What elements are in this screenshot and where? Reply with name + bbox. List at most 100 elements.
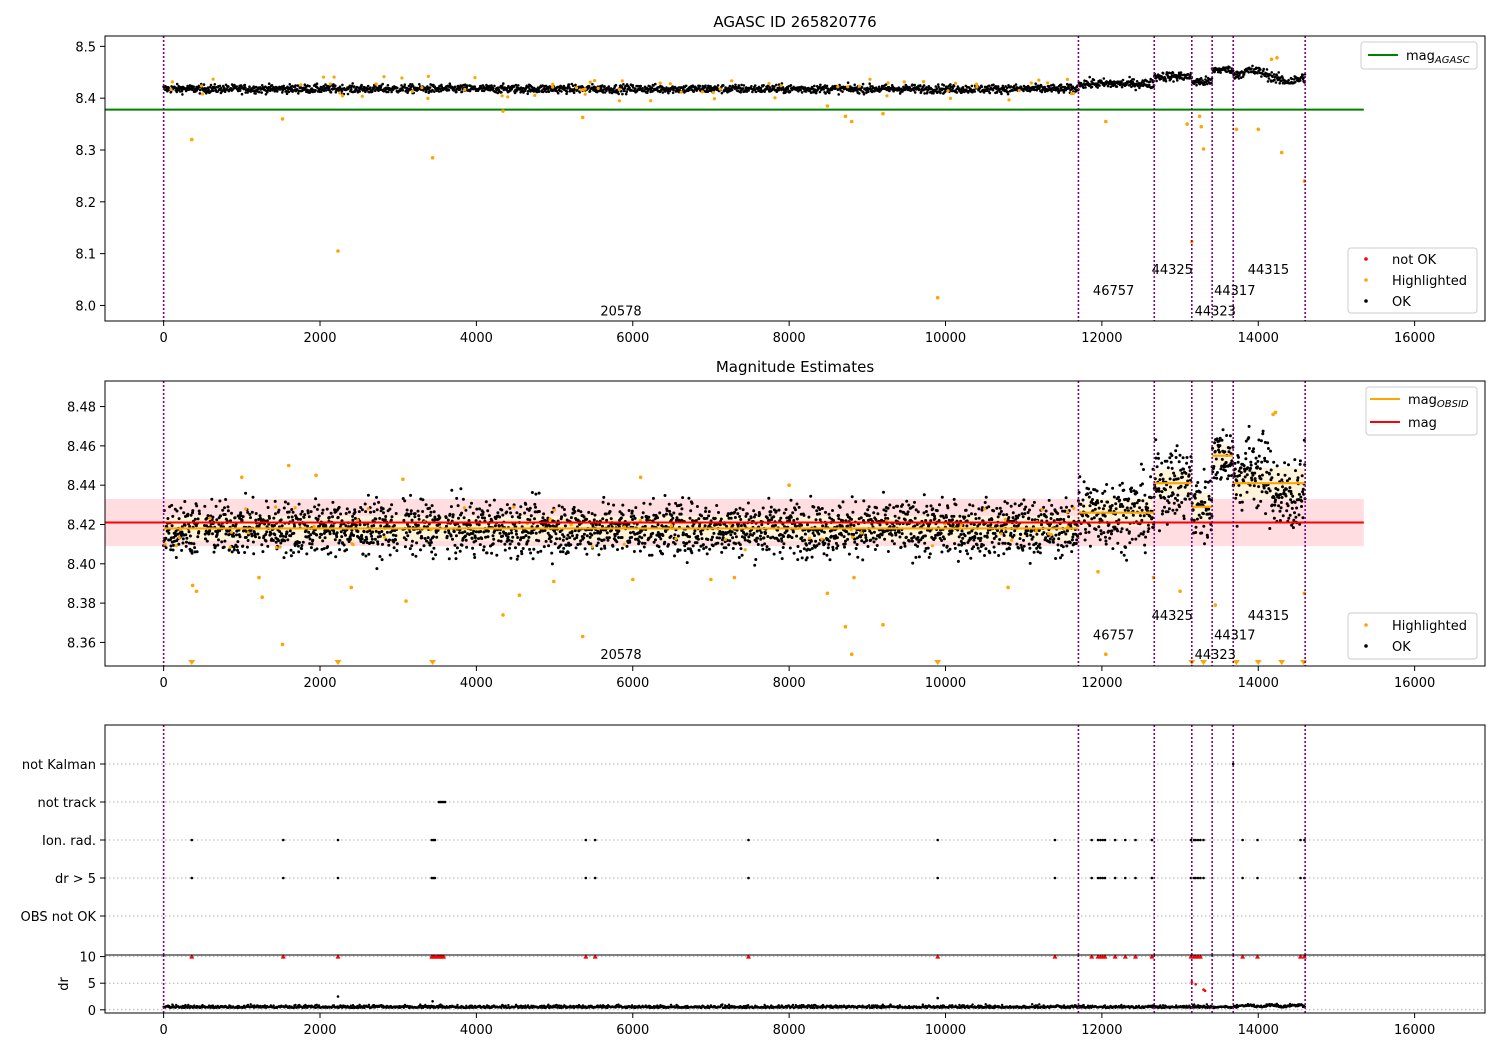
ok-point <box>1011 516 1015 520</box>
ok-point <box>377 500 381 504</box>
ok-point <box>575 533 579 537</box>
ok-point <box>818 90 822 94</box>
highlighted-point <box>500 94 504 98</box>
ok-point <box>940 550 944 554</box>
ok-point <box>1172 80 1175 83</box>
ok-point <box>679 512 683 516</box>
ok-point <box>299 517 302 521</box>
ok-point <box>1160 76 1164 79</box>
ok-point <box>990 540 994 544</box>
ok-point <box>390 90 393 94</box>
highlighted-point <box>1017 89 1021 93</box>
ok-point <box>492 87 495 90</box>
ok-point <box>534 505 537 509</box>
highlighted-point <box>1256 127 1261 132</box>
y-tick-label: 8.1 <box>75 248 96 263</box>
ok-point <box>792 551 796 555</box>
ok-point <box>1017 513 1021 517</box>
ok-point <box>960 529 964 533</box>
ok-point <box>474 539 478 543</box>
ok-point <box>621 92 624 96</box>
ok-point <box>987 505 991 509</box>
ok-point <box>1299 79 1302 82</box>
ok-point <box>953 546 957 550</box>
ok-point <box>446 518 450 522</box>
ok-point <box>1069 83 1073 87</box>
ok-point <box>1067 87 1071 90</box>
ok-point <box>317 503 321 507</box>
ok-point <box>526 539 530 543</box>
ok-point <box>1277 71 1280 74</box>
ok-point <box>747 535 751 539</box>
ok-point <box>648 553 651 557</box>
highlighted-point <box>825 104 830 108</box>
ok-point <box>623 87 627 90</box>
highlighted-point <box>843 114 848 119</box>
ok-point <box>387 543 391 547</box>
ok-point <box>1050 90 1053 93</box>
ok-point <box>453 523 457 527</box>
ok-point <box>745 512 749 516</box>
ok-point <box>766 535 770 538</box>
ok-point <box>194 524 198 528</box>
ok-point <box>529 514 533 518</box>
ok-point <box>774 523 777 527</box>
agasc-highlighted-points <box>169 56 1307 300</box>
ok-point <box>809 494 813 498</box>
ok-point <box>661 552 665 556</box>
ok-point <box>623 89 626 93</box>
ok-point <box>314 497 318 501</box>
ok-point <box>1017 546 1021 550</box>
ok-point <box>861 558 865 562</box>
highlighted-point <box>593 79 597 83</box>
ok-point <box>839 89 842 92</box>
ok-point <box>516 536 520 539</box>
ok-point <box>238 89 242 92</box>
ok-point <box>251 89 255 93</box>
ok-point <box>261 550 265 554</box>
ok-point <box>1007 516 1011 519</box>
ok-point <box>753 563 757 567</box>
ok-point <box>170 85 173 88</box>
ok-point <box>613 534 617 538</box>
ok-point <box>487 514 491 518</box>
agasc-legend-upper: magAGASC <box>1360 41 1478 70</box>
ok-point <box>785 529 789 533</box>
ok-point <box>573 510 577 513</box>
ok-point <box>831 548 835 552</box>
ok-point <box>835 536 839 540</box>
ok-point <box>235 85 239 88</box>
highlighted-point <box>588 80 592 84</box>
ok-point <box>233 83 236 87</box>
ok-point <box>195 504 199 508</box>
ok-point <box>481 510 485 514</box>
ok-point <box>831 545 835 549</box>
ok-point <box>303 513 307 517</box>
obsid-label: 46757 <box>1093 284 1134 299</box>
ok-point <box>667 91 670 95</box>
ok-point <box>975 532 979 536</box>
ok-point <box>226 505 230 509</box>
ok-point <box>745 532 749 536</box>
ok-point <box>345 548 349 552</box>
ok-point <box>845 530 849 534</box>
ok-point <box>1204 75 1208 78</box>
ok-point <box>451 513 455 517</box>
ok-point <box>482 548 485 552</box>
ok-point <box>490 551 494 555</box>
ok-point <box>743 536 746 540</box>
ok-point <box>980 85 984 89</box>
ok-point <box>332 531 336 535</box>
ok-point <box>486 535 490 539</box>
ok-point <box>339 523 343 527</box>
ok-point <box>624 92 628 96</box>
ok-point <box>619 516 623 520</box>
ok-point <box>659 537 663 541</box>
ok-point <box>720 550 724 554</box>
highlighted-point <box>321 75 326 79</box>
ok-point <box>716 84 720 87</box>
ok-point <box>800 91 804 94</box>
ok-legend-marker <box>1364 299 1368 303</box>
agasc-x-axis: 0 2000 4000 6000 8000 10000 12000 14000 16000 <box>159 321 1435 346</box>
ok-point <box>188 525 192 528</box>
